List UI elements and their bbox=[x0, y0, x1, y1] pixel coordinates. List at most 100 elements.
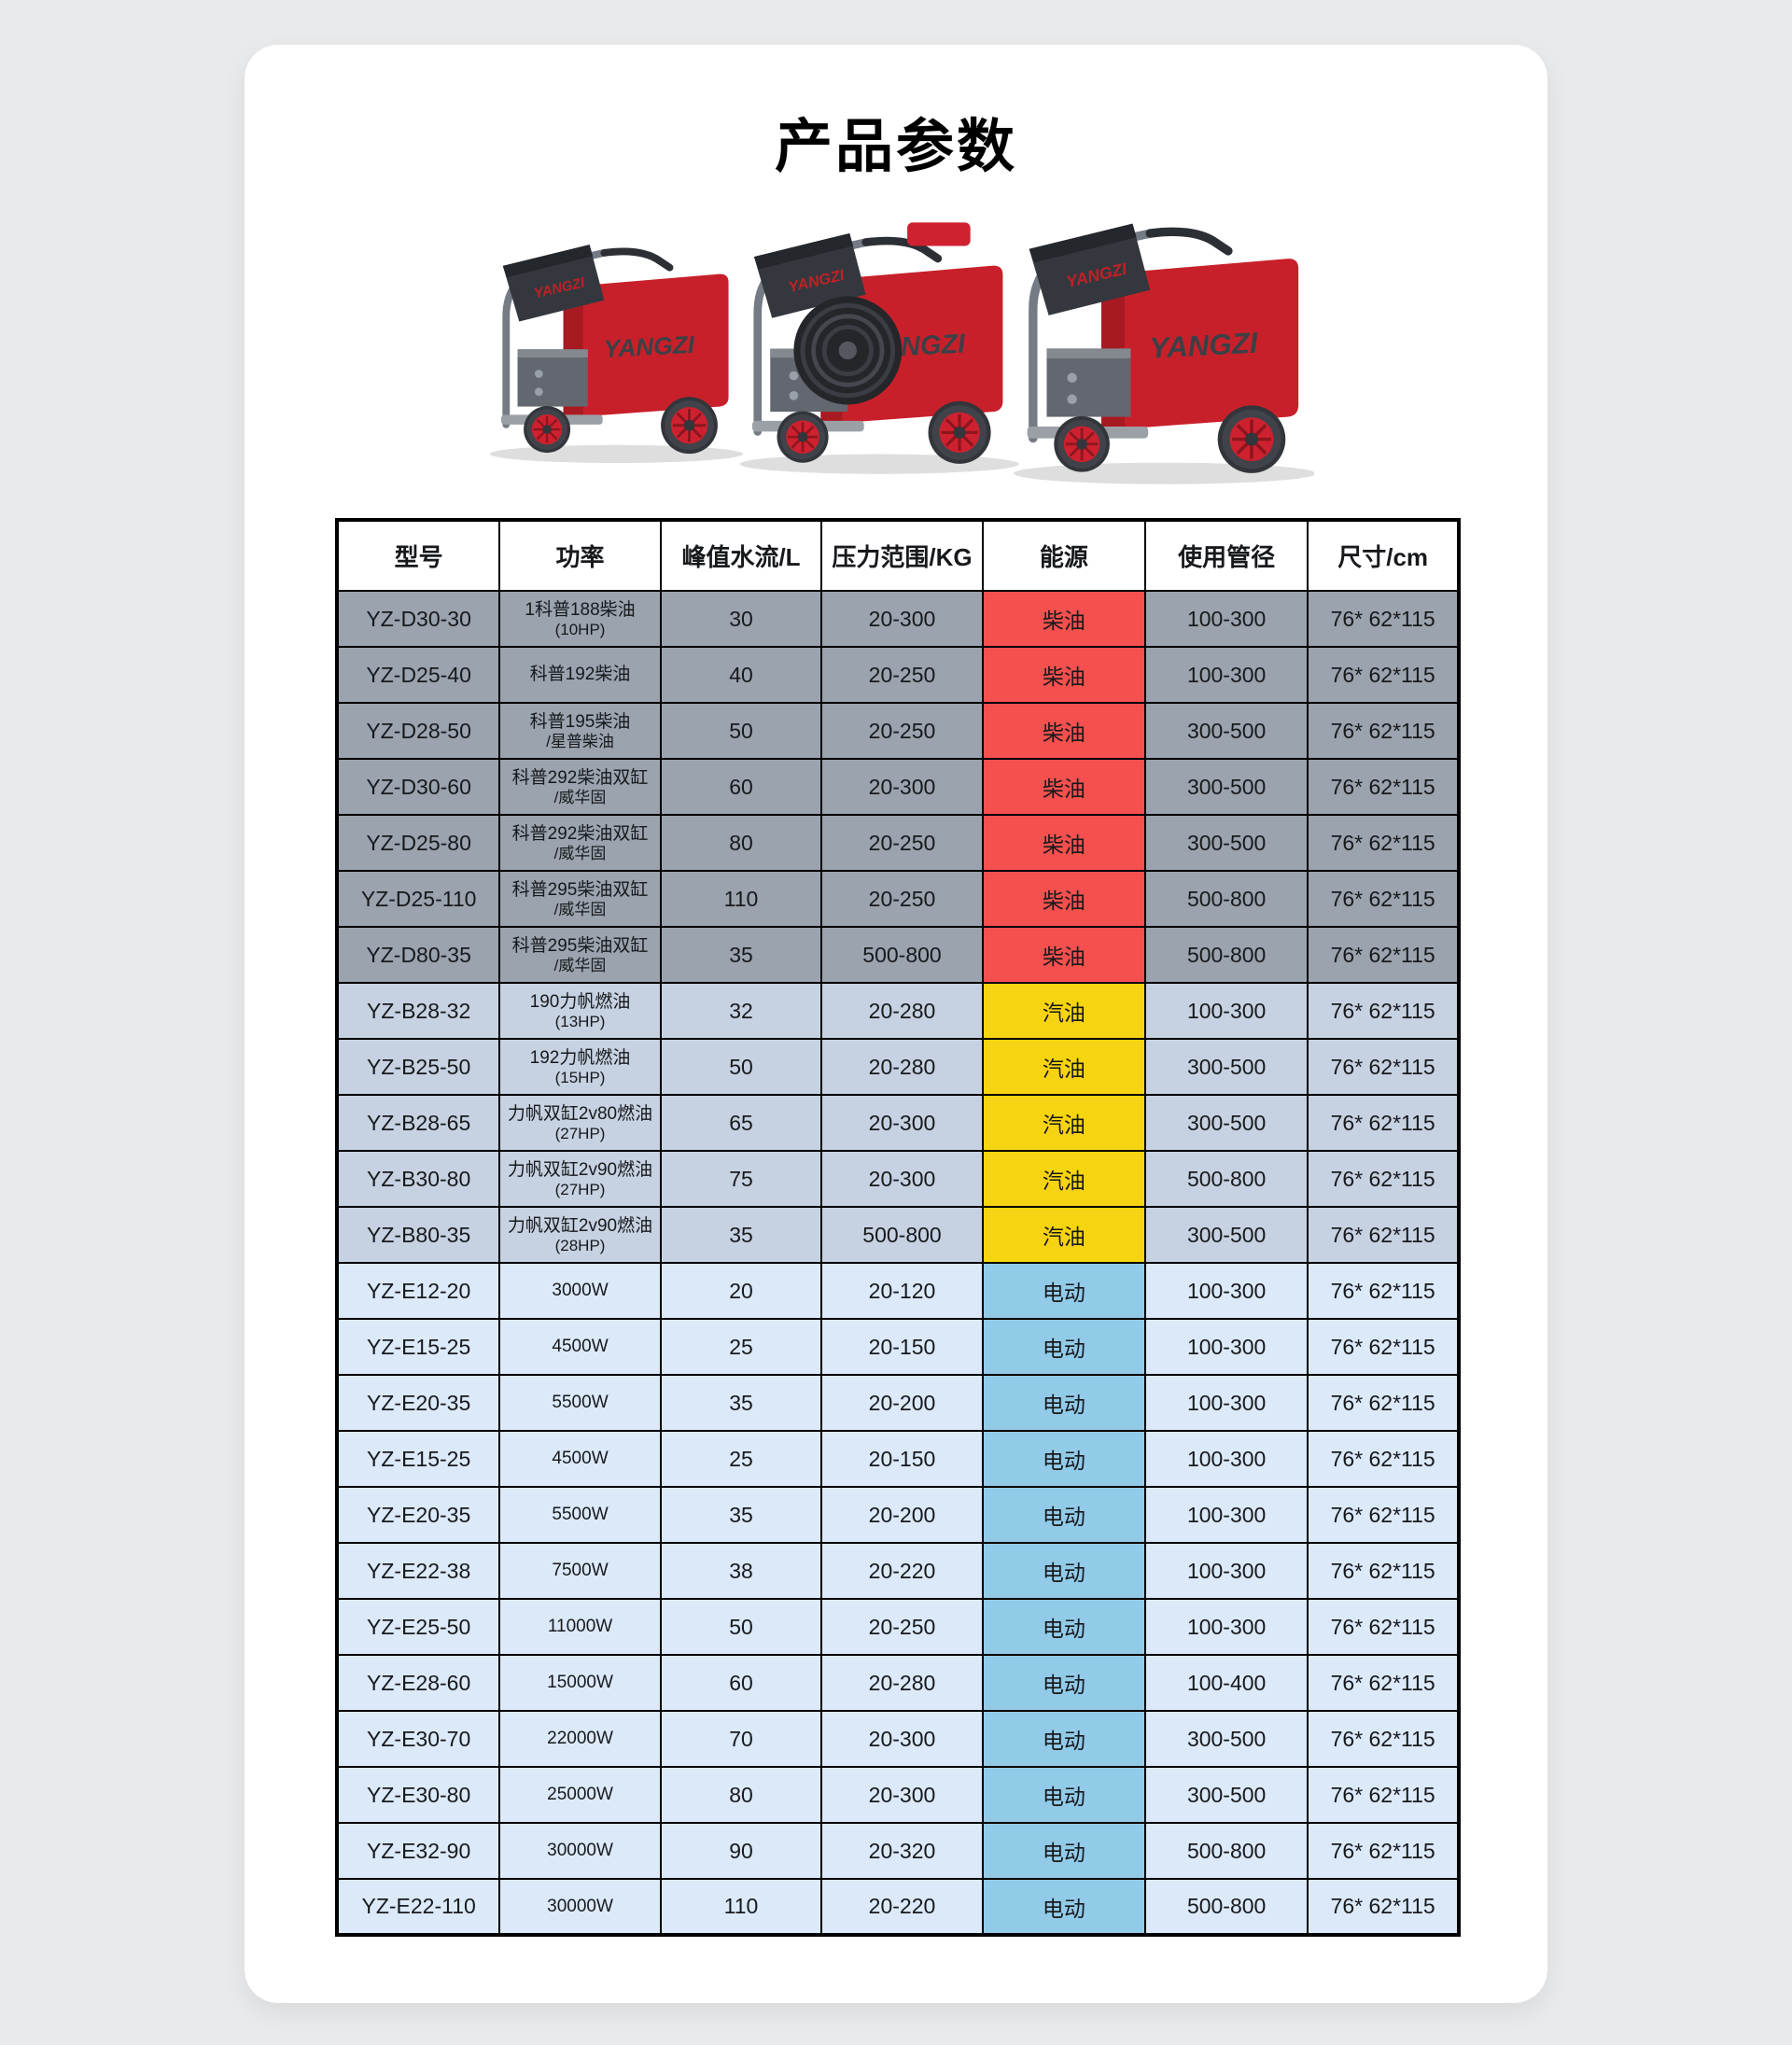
table-row: YZ-D28-50 科普195柴油 /星普柴油 50 20-250 柴油 300… bbox=[335, 702, 1460, 760]
power-line2: (27HP) bbox=[554, 1124, 606, 1142]
power-line1: 4500W bbox=[552, 1449, 609, 1468]
cell-pressure-range: 20-320 bbox=[820, 1822, 984, 1880]
cell-pipe-diameter: 300-500 bbox=[1144, 1766, 1309, 1824]
cell-energy-source: 柴油 bbox=[981, 590, 1147, 648]
cell-peak-flow: 35 bbox=[659, 926, 823, 984]
table-row: YZ-D25-40 科普192柴油 40 20-250 柴油 100-300 7… bbox=[335, 646, 1460, 704]
product-photo: YANGZI YANGZI bbox=[478, 196, 1314, 504]
power-line1: 22000W bbox=[547, 1729, 613, 1748]
cell-pipe-diameter: 500-800 bbox=[1144, 1150, 1309, 1208]
cell-peak-flow: 32 bbox=[659, 982, 823, 1040]
cell-peak-flow: 30 bbox=[659, 590, 823, 648]
cell-energy-source: 电动 bbox=[981, 1878, 1147, 1936]
power-line2: /威华固 bbox=[553, 844, 607, 862]
cell-pressure-range: 20-300 bbox=[820, 758, 984, 816]
cell-pressure-range: 20-200 bbox=[820, 1486, 984, 1544]
power-line1: 192力帆燃油 bbox=[529, 1047, 631, 1068]
cell-pressure-range: 20-220 bbox=[820, 1878, 984, 1936]
cell-peak-flow: 50 bbox=[659, 1038, 823, 1096]
cell-power: 30000W bbox=[498, 1878, 662, 1936]
cell-model: YZ-B25-50 bbox=[335, 1038, 501, 1096]
cell-energy-source: 汽油 bbox=[981, 1206, 1147, 1264]
cell-energy-source: 柴油 bbox=[981, 870, 1147, 928]
cell-model: YZ-D80-35 bbox=[335, 926, 501, 984]
table-row: YZ-E30-80 25000W 80 20-300 电动 300-500 76… bbox=[335, 1766, 1460, 1824]
cell-power: 力帆双缸2v90燃油 (28HP) bbox=[498, 1206, 662, 1264]
cell-energy-source: 电动 bbox=[981, 1374, 1147, 1432]
power-line1: 25000W bbox=[547, 1785, 613, 1804]
cell-peak-flow: 38 bbox=[659, 1542, 823, 1600]
cell-energy-source: 柴油 bbox=[981, 702, 1147, 760]
cell-energy-source: 柴油 bbox=[981, 814, 1147, 872]
cell-pipe-diameter: 100-300 bbox=[1144, 646, 1309, 704]
power-line2: (28HP) bbox=[554, 1236, 606, 1254]
cell-dimensions: 76* 62*115 bbox=[1307, 814, 1460, 872]
cell-dimensions: 76* 62*115 bbox=[1307, 1262, 1460, 1320]
table-row: YZ-E22-38 7500W 38 20-220 电动 100-300 76*… bbox=[335, 1542, 1460, 1600]
cell-pressure-range: 20-120 bbox=[820, 1262, 984, 1320]
power-line1: 科普195柴油 bbox=[529, 711, 631, 732]
cell-dimensions: 76* 62*115 bbox=[1307, 1542, 1460, 1600]
power-line1: 11000W bbox=[547, 1617, 613, 1636]
cell-pipe-diameter: 100-300 bbox=[1144, 1542, 1309, 1600]
power-line1: 4500W bbox=[552, 1337, 609, 1356]
column-header: 型号 bbox=[335, 519, 501, 592]
cell-model: YZ-E25-50 bbox=[335, 1598, 501, 1656]
power-line1: 科普295柴油双缸 bbox=[511, 935, 649, 956]
cell-pipe-diameter: 500-800 bbox=[1144, 1822, 1309, 1880]
cell-energy-source: 汽油 bbox=[981, 1094, 1147, 1152]
cell-pressure-range: 20-300 bbox=[820, 1766, 984, 1824]
cell-peak-flow: 70 bbox=[659, 1710, 823, 1768]
cell-power: 192力帆燃油 (15HP) bbox=[498, 1038, 662, 1096]
column-header: 峰值水流/L bbox=[659, 519, 823, 592]
cell-dimensions: 76* 62*115 bbox=[1307, 926, 1460, 984]
cell-dimensions: 76* 62*115 bbox=[1307, 1150, 1460, 1208]
power-line1: 30000W bbox=[547, 1841, 613, 1860]
cell-dimensions: 76* 62*115 bbox=[1307, 1486, 1460, 1544]
column-header: 尺寸/cm bbox=[1307, 519, 1460, 592]
table-row: YZ-B28-65 力帆双缸2v80燃油 (27HP) 65 20-300 汽油… bbox=[335, 1094, 1460, 1152]
cell-pipe-diameter: 100-300 bbox=[1144, 1374, 1309, 1432]
cell-dimensions: 76* 62*115 bbox=[1307, 1822, 1460, 1880]
cell-pressure-range: 20-280 bbox=[820, 1038, 984, 1096]
spec-table-body: YZ-D30-30 1科普188柴油 (10HP) 30 20-300 柴油 1… bbox=[335, 590, 1460, 1936]
cell-pressure-range: 20-250 bbox=[820, 814, 984, 872]
table-row: YZ-B25-50 192力帆燃油 (15HP) 50 20-280 汽油 30… bbox=[335, 1038, 1460, 1096]
cell-pipe-diameter: 300-500 bbox=[1144, 702, 1309, 760]
cell-model: YZ-B80-35 bbox=[335, 1206, 501, 1264]
power-line2: /威华固 bbox=[553, 900, 607, 918]
cell-power: 科普195柴油 /星普柴油 bbox=[498, 702, 662, 760]
cell-dimensions: 76* 62*115 bbox=[1307, 1766, 1460, 1824]
table-row: YZ-D25-110 科普295柴油双缸 /威华固 110 20-250 柴油 … bbox=[335, 870, 1460, 928]
cell-pressure-range: 20-250 bbox=[820, 646, 984, 704]
cell-power: 190力帆燃油 (13HP) bbox=[498, 982, 662, 1040]
cell-pressure-range: 20-300 bbox=[820, 1710, 984, 1768]
cell-power: 5500W bbox=[498, 1374, 662, 1432]
cell-peak-flow: 35 bbox=[659, 1374, 823, 1432]
cell-dimensions: 76* 62*115 bbox=[1307, 1430, 1460, 1488]
cell-dimensions: 76* 62*115 bbox=[1307, 1318, 1460, 1376]
cell-dimensions: 76* 62*115 bbox=[1307, 1878, 1460, 1936]
cell-pipe-diameter: 300-500 bbox=[1144, 1710, 1309, 1768]
cell-pressure-range: 20-220 bbox=[820, 1542, 984, 1600]
cell-model: YZ-D28-50 bbox=[335, 702, 501, 760]
spec-table-header-row: 型号 功率 峰值水流/L 压力范围/KG 能源 使用管径 尺寸/cm bbox=[335, 519, 1460, 592]
cell-pressure-range: 20-250 bbox=[820, 702, 984, 760]
cell-power: 1科普188柴油 (10HP) bbox=[498, 590, 662, 648]
cell-pressure-range: 20-250 bbox=[820, 1598, 984, 1656]
cell-model: YZ-D30-30 bbox=[335, 590, 501, 648]
cell-peak-flow: 40 bbox=[659, 646, 823, 704]
cell-energy-source: 电动 bbox=[981, 1710, 1147, 1768]
power-line1: 7500W bbox=[552, 1561, 609, 1580]
cell-power: 3000W bbox=[498, 1262, 662, 1320]
table-row: YZ-E12-20 3000W 20 20-120 电动 100-300 76*… bbox=[335, 1262, 1460, 1320]
cell-pipe-diameter: 500-800 bbox=[1144, 926, 1309, 984]
cell-pressure-range: 20-280 bbox=[820, 982, 984, 1040]
cell-pipe-diameter: 300-500 bbox=[1144, 758, 1309, 816]
cell-power: 25000W bbox=[498, 1766, 662, 1824]
cell-model: YZ-E28-60 bbox=[335, 1654, 501, 1712]
column-header: 压力范围/KG bbox=[820, 519, 984, 592]
cell-pipe-diameter: 300-500 bbox=[1144, 1038, 1309, 1096]
product-spec-card: 产品参数 YANGZI bbox=[245, 45, 1547, 2003]
cell-pressure-range: 20-300 bbox=[820, 590, 984, 648]
